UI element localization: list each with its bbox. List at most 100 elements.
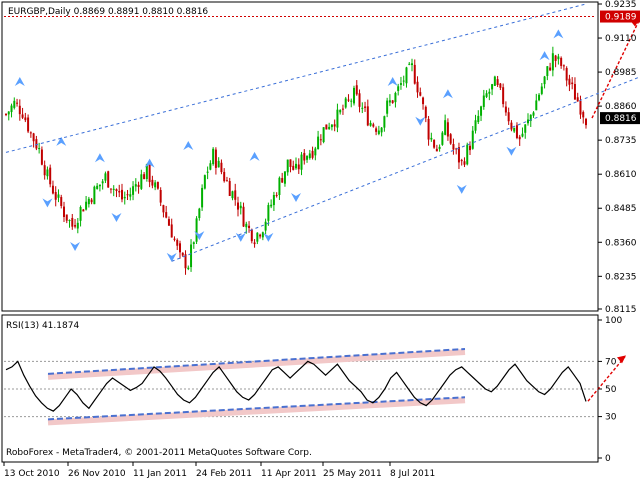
candle-body [565, 68, 568, 81]
candle-body [372, 124, 375, 127]
candle-body [187, 267, 190, 270]
candle-body [176, 239, 179, 246]
candle-body [228, 181, 231, 196]
candle-body [60, 197, 63, 206]
candle-body [74, 225, 77, 227]
candle-body [339, 110, 342, 113]
candle-body [201, 187, 204, 208]
candle-body [493, 76, 496, 86]
candle-body [51, 185, 54, 194]
candle-body [383, 116, 386, 128]
fractal-marker [70, 242, 81, 252]
rsi-tick-label: 70 [605, 357, 617, 367]
candle-body [123, 196, 126, 199]
candle-body [325, 124, 328, 130]
candle-body [303, 152, 306, 161]
candle-body [350, 100, 353, 102]
candle-body [573, 84, 576, 100]
candle-body [107, 171, 110, 188]
candle-body [319, 139, 322, 141]
candle-body [79, 206, 82, 221]
candle-body [270, 204, 273, 207]
date-tick-label: 13 Oct 2010 [4, 469, 60, 479]
candle-body [430, 137, 433, 140]
candle-body [375, 128, 378, 132]
candle-body [480, 106, 483, 116]
candle-body [441, 132, 444, 145]
candle-body [242, 206, 245, 227]
candle-body [256, 232, 259, 242]
candle-body [253, 242, 256, 245]
candle-body [341, 108, 344, 110]
price-tick-label: 0.8735 [605, 136, 637, 146]
candle-body [5, 113, 7, 115]
price-series [4, 3, 640, 275]
candle-body [272, 195, 275, 206]
candle-body [568, 78, 571, 85]
candle-body [10, 105, 13, 113]
candle-body [259, 234, 262, 237]
rsi-forecast-arrowhead [617, 355, 626, 364]
candle-body [261, 232, 264, 238]
candle-body [132, 186, 135, 195]
candle-body [364, 106, 367, 108]
candle-body [245, 223, 248, 228]
candle-body [579, 100, 582, 115]
candle-body [424, 106, 427, 118]
fractal-marker [94, 153, 105, 163]
candle-body [85, 201, 88, 210]
candle-body [336, 109, 339, 128]
price-tick-label: 0.8485 [605, 204, 637, 214]
main-panel-frame [1, 1, 599, 312]
fractal-marker [144, 158, 155, 168]
candle-body [411, 63, 413, 66]
candle-body [477, 115, 480, 122]
candle-body [190, 244, 193, 268]
candle-body [21, 114, 24, 118]
candle-body [306, 155, 309, 160]
candle-body [521, 133, 524, 137]
candle-body [212, 148, 215, 165]
candle-body [369, 122, 372, 126]
candle-body [198, 208, 201, 219]
candle-body [275, 195, 278, 197]
candle-body [220, 162, 223, 173]
candle-body [206, 171, 209, 173]
candle-body [140, 174, 143, 189]
candle-body [330, 124, 333, 128]
candle-body [179, 243, 181, 253]
candle-body [126, 194, 129, 196]
candle-body [446, 122, 449, 137]
candle-body [209, 163, 212, 170]
price-tick-label: 0.8860 [605, 102, 637, 112]
rsi-channel-bottom [47, 396, 466, 421]
candle-body [300, 154, 303, 170]
candle-body [397, 86, 400, 91]
candle-body [115, 189, 118, 191]
candle-body [515, 125, 518, 138]
price-tick-label: 0.8610 [605, 170, 637, 180]
candle-body [405, 67, 408, 84]
fractal-marker [263, 232, 274, 242]
candle-body [137, 184, 140, 187]
candle-body [507, 112, 510, 122]
candle-body [328, 126, 331, 130]
candle-body [295, 163, 297, 169]
candle-body [35, 139, 38, 149]
fractal-marker [249, 151, 260, 161]
rsi-series [4, 347, 627, 426]
candle-body [535, 100, 538, 111]
candle-body [281, 178, 284, 183]
rsi-title: RSI(13) 41.1874 [6, 321, 79, 331]
candle-body [474, 120, 477, 131]
candle-body [154, 182, 157, 188]
candle-body [223, 171, 226, 182]
candle-body [391, 100, 394, 103]
candle-body [40, 149, 43, 165]
candle-body [433, 139, 436, 148]
candle-body [129, 194, 132, 197]
candle-body [518, 136, 521, 140]
candle-body [286, 159, 289, 173]
candle-body [353, 87, 355, 104]
